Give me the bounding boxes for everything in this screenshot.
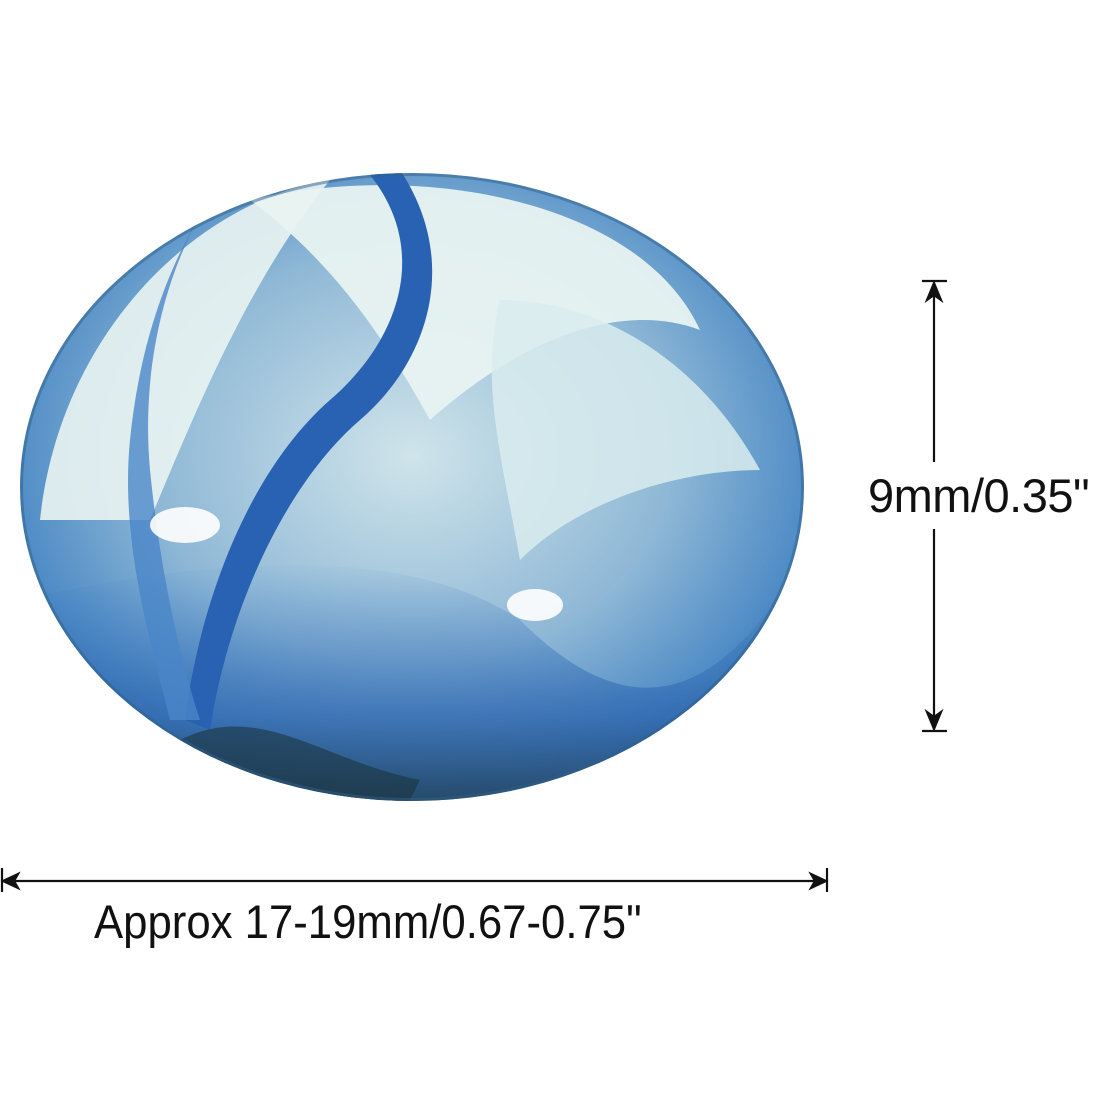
dark-blue-swirl (185, 173, 433, 730)
width-dimension-line (0, 868, 829, 892)
marble (20, 173, 804, 801)
width-label: Approx 17-19mm/0.67-0.75" (94, 895, 642, 948)
height-label: 9mm/0.35" (868, 462, 1090, 529)
